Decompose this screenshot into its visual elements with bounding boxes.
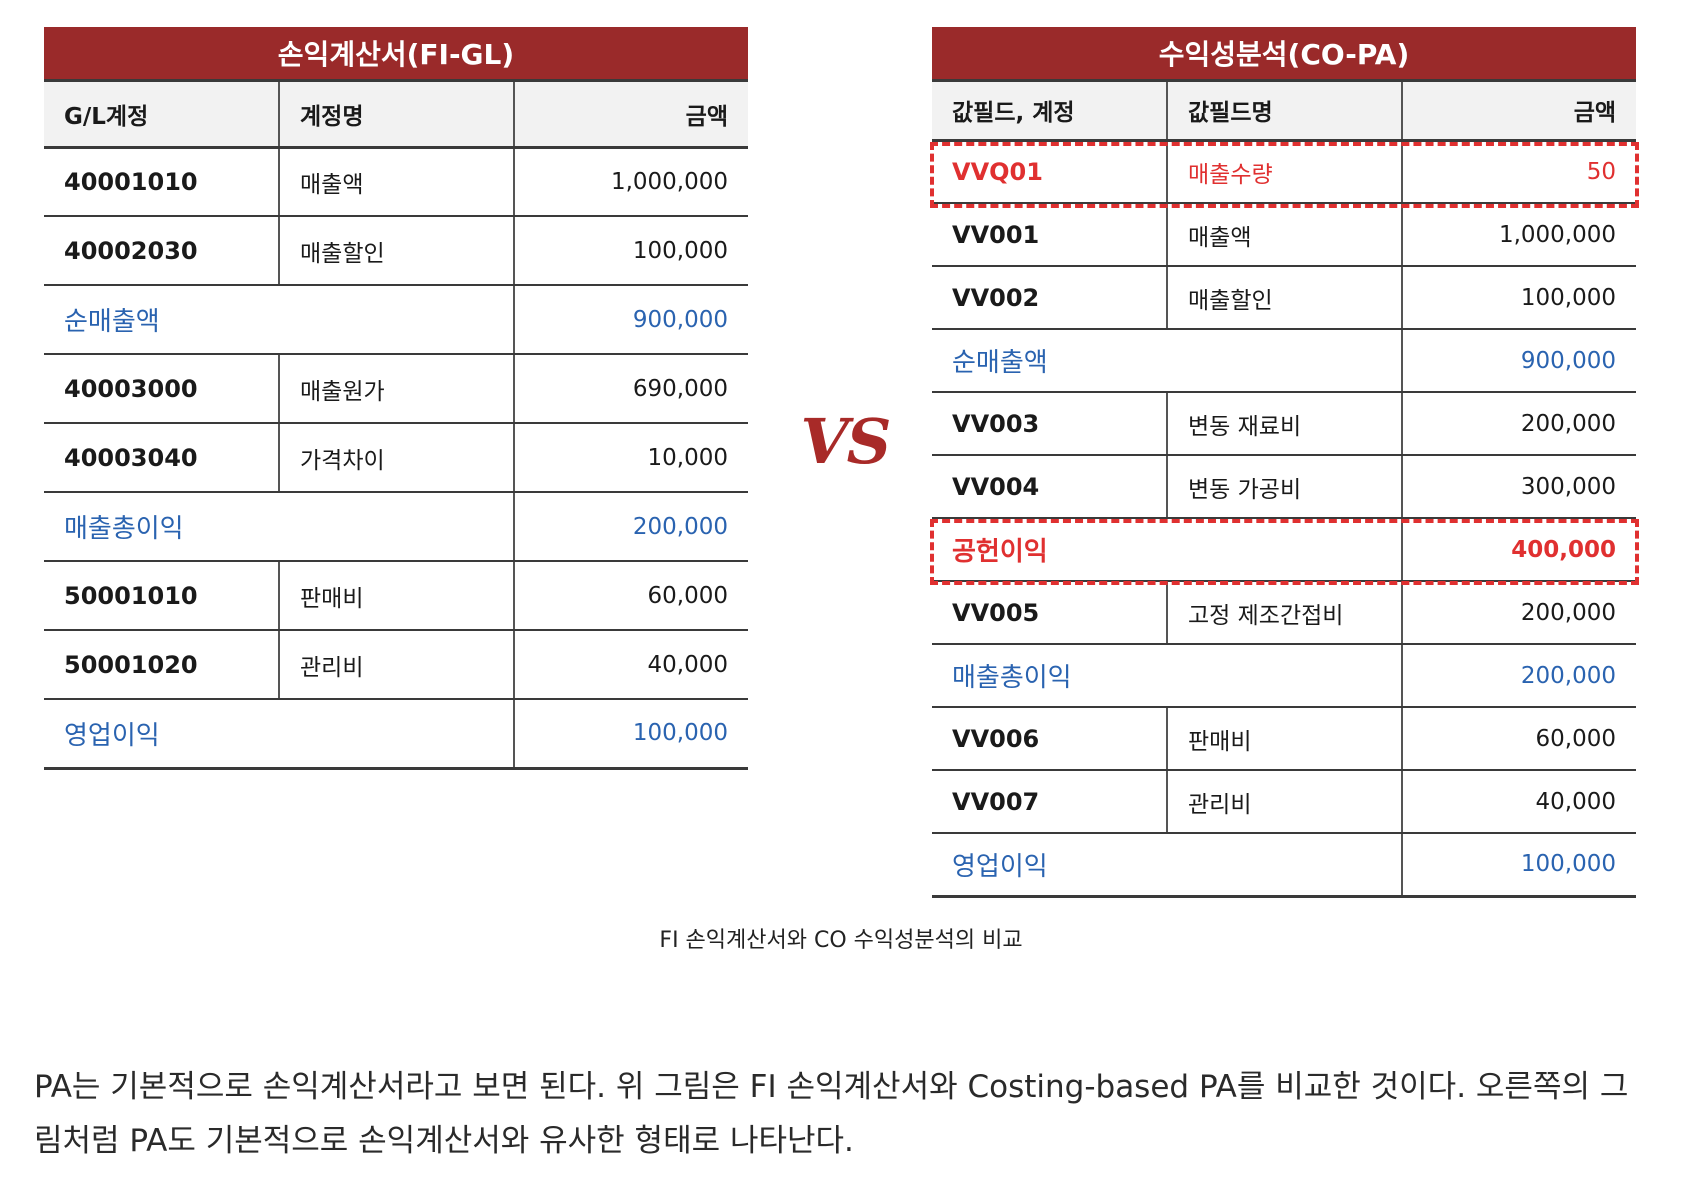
subtotal-label: 공헌이익	[932, 518, 1402, 582]
subtotal-row: 매출총이익 200,000	[44, 492, 748, 562]
table-row: 40001010 매출액 1,000,000	[44, 147, 748, 217]
table-row: 40002030 매출할인 100,000	[44, 216, 748, 286]
table-row: VV004 변동 가공비 300,000	[932, 455, 1637, 519]
subtotal-label: 매출총이익	[932, 644, 1402, 708]
amount: 1,000,000	[513, 147, 748, 217]
amount: 40,000	[513, 630, 748, 700]
subtotal-amount: 900,000	[513, 285, 748, 355]
account-code: 40003040	[44, 423, 279, 493]
subtotal-label: 영업이익	[44, 699, 514, 770]
account-name: 가격차이	[278, 423, 514, 493]
subtotal-label: 영업이익	[932, 833, 1402, 898]
account-code: 50001020	[44, 630, 279, 700]
amount: 60,000	[513, 561, 748, 631]
subtotal-amount: 900,000	[1400, 329, 1637, 393]
co-pa-profitability-table: 수익성분석(CO-PA) 값필드, 계정 값필드명 금액 VVQ01 매출수량 …	[932, 27, 1637, 898]
subtotal-amount: 200,000	[1400, 644, 1637, 708]
subtotal-label: 순매출액	[44, 285, 514, 355]
value-field-name: 관리비	[1166, 770, 1402, 834]
value-field-code: VV005	[932, 581, 1167, 645]
subtotal-amount: 100,000	[513, 699, 748, 770]
column-header-value-field: 값필드, 계정	[932, 80, 1167, 142]
table-row: 50001020 관리비 40,000	[44, 630, 748, 700]
table-row: VV007 관리비 40,000	[932, 770, 1637, 834]
account-name: 매출할인	[278, 216, 514, 286]
value-field-name: 변동 가공비	[1166, 455, 1402, 519]
table-row: VV002 매출할인 100,000	[932, 266, 1637, 330]
subtotal-row: 매출총이익 200,000	[932, 644, 1637, 708]
table-row: 50001010 판매비 60,000	[44, 561, 748, 631]
value-field-name: 매출수량	[1166, 140, 1402, 204]
account-code: 50001010	[44, 561, 279, 631]
table-row: VV006 판매비 60,000	[932, 707, 1637, 771]
amount: 10,000	[513, 423, 748, 493]
amount: 200,000	[1400, 392, 1637, 456]
subtotal-row: 공헌이익 400,000	[932, 518, 1637, 582]
value-field-name: 고정 제조간접비	[1166, 581, 1402, 645]
fi-gl-income-statement-table: 손익계산서(FI-GL) G/L계정 계정명 금액 40001010 매출액 1…	[44, 27, 748, 770]
value-field-code: VV007	[932, 770, 1167, 834]
amount: 60,000	[1400, 707, 1637, 771]
table-row: 40003040 가격차이 10,000	[44, 423, 748, 493]
account-code: 40002030	[44, 216, 279, 286]
value-field-name: 매출액	[1166, 203, 1402, 267]
column-header-amount: 금액	[1400, 80, 1637, 142]
table-row: VV003 변동 재료비 200,000	[932, 392, 1637, 456]
subtotal-row: 영업이익 100,000	[932, 833, 1637, 898]
column-header-gl-account: G/L계정	[44, 80, 279, 149]
vs-label: VS	[800, 405, 892, 478]
amount: 1,000,000	[1400, 203, 1637, 267]
table-title: 수익성분석(CO-PA)	[932, 27, 1637, 82]
amount: 50	[1400, 140, 1637, 204]
amount: 300,000	[1400, 455, 1637, 519]
account-name: 관리비	[278, 630, 514, 700]
column-header-value-field-name: 값필드명	[1166, 80, 1402, 142]
account-code: 40003000	[44, 354, 279, 424]
subtotal-row: 순매출액 900,000	[44, 285, 748, 355]
value-field-name: 판매비	[1166, 707, 1402, 771]
table-row: VV005 고정 제조간접비 200,000	[932, 581, 1637, 645]
value-field-code: VV006	[932, 707, 1167, 771]
subtotal-amount: 100,000	[1400, 833, 1637, 898]
value-field-code: VVQ01	[932, 140, 1167, 204]
amount: 100,000	[513, 216, 748, 286]
subtotal-amount: 400,000	[1400, 518, 1637, 582]
value-field-code: VV002	[932, 266, 1167, 330]
account-name: 매출액	[278, 147, 514, 217]
column-header-amount: 금액	[513, 80, 748, 149]
amount: 40,000	[1400, 770, 1637, 834]
value-field-code: VV001	[932, 203, 1167, 267]
value-field-name: 매출할인	[1166, 266, 1402, 330]
subtotal-row: 영업이익 100,000	[44, 699, 748, 770]
value-field-code: VV003	[932, 392, 1167, 456]
body-paragraph: PA는 기본적으로 손익계산서라고 보면 된다. 위 그림은 FI 손익계산서와…	[34, 1069, 1629, 1159]
table-row: 40003000 매출원가 690,000	[44, 354, 748, 424]
value-field-name: 변동 재료비	[1166, 392, 1402, 456]
table-row: VVQ01 매출수량 50	[932, 140, 1637, 204]
subtotal-label: 매출총이익	[44, 492, 514, 562]
amount: 200,000	[1400, 581, 1637, 645]
account-name: 매출원가	[278, 354, 514, 424]
value-field-code: VV004	[932, 455, 1167, 519]
amount: 690,000	[513, 354, 748, 424]
account-code: 40001010	[44, 147, 279, 217]
table-title: 손익계산서(FI-GL)	[44, 27, 748, 82]
figure-caption: FI 손익계산서와 CO 수익성분석의 비교	[659, 928, 1023, 953]
account-name: 판매비	[278, 561, 514, 631]
amount: 100,000	[1400, 266, 1637, 330]
subtotal-amount: 200,000	[513, 492, 748, 562]
subtotal-row: 순매출액 900,000	[932, 329, 1637, 393]
column-header-account-name: 계정명	[278, 80, 514, 149]
subtotal-label: 순매출액	[932, 329, 1402, 393]
table-row: VV001 매출액 1,000,000	[932, 203, 1637, 267]
